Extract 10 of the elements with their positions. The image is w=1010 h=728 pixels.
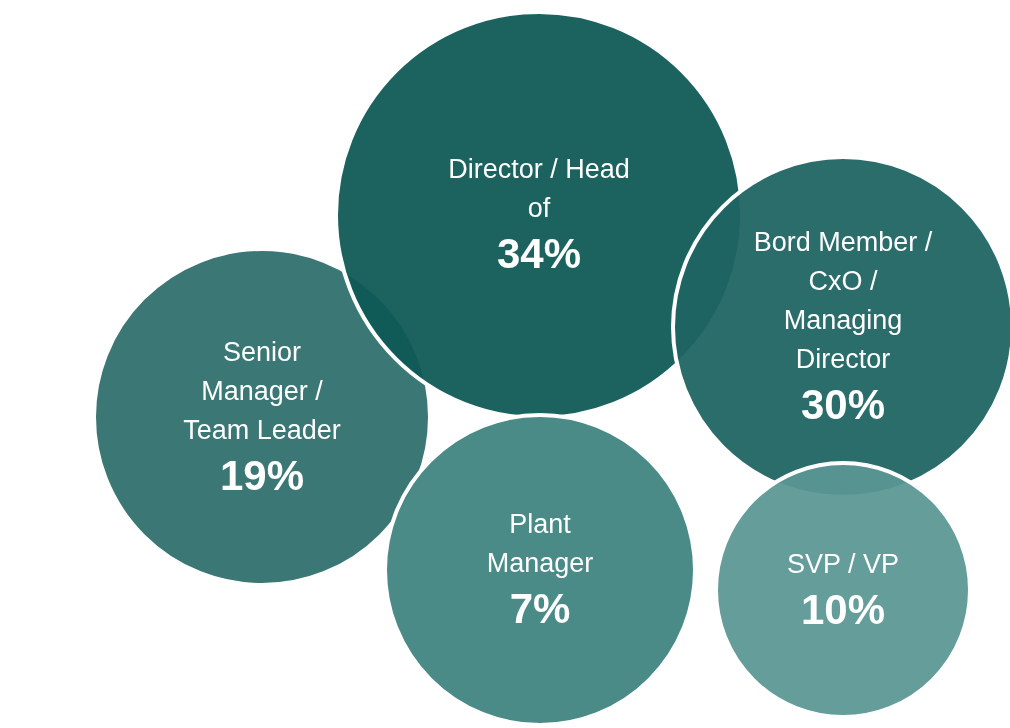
data-label: 19% xyxy=(219,451,305,499)
category-label: Senior Manager / Team Leader xyxy=(183,336,341,445)
category-label: Bord Member / CxO / Managing Director xyxy=(753,227,933,374)
category-label: Plant Manager xyxy=(486,509,594,578)
category-label: SVP / VP xyxy=(786,548,900,579)
data-label: 10% xyxy=(800,585,886,633)
data-label: 7% xyxy=(509,585,571,632)
data-label: 34% xyxy=(496,230,582,277)
data-label: 30% xyxy=(800,381,886,428)
category-label: Director / Head of xyxy=(448,154,630,223)
